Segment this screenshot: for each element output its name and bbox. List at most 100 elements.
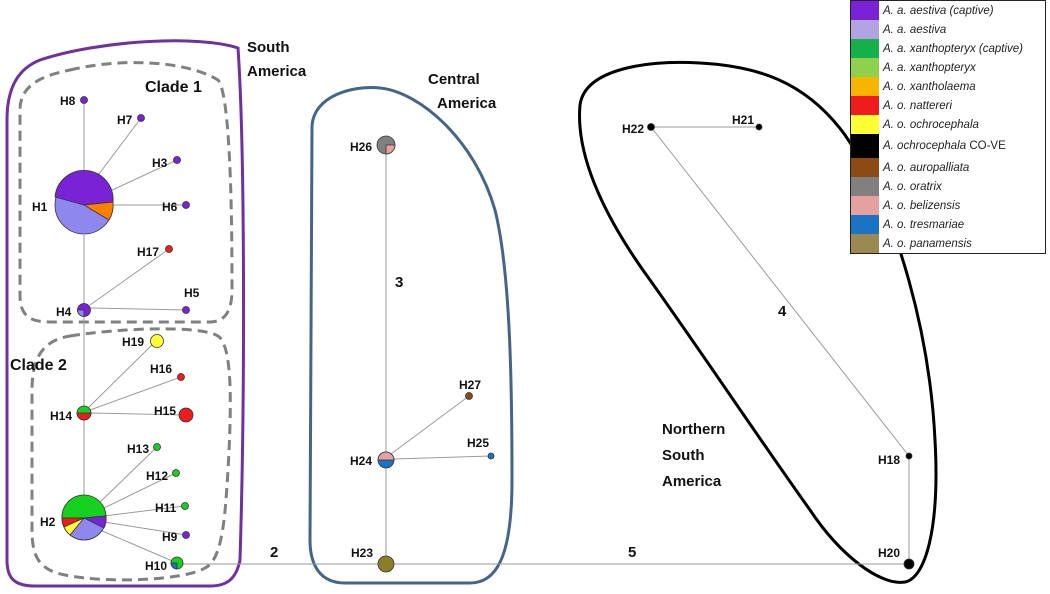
edge-h17-h4 xyxy=(89,248,170,306)
edge-h5-h4 xyxy=(89,307,187,311)
haplotype-nodes xyxy=(54,96,915,573)
node-h23 xyxy=(377,555,395,573)
node-h1-slice-xantholaema xyxy=(82,201,114,221)
label-h18: H18 xyxy=(878,453,900,467)
label-h5: H5 xyxy=(184,286,200,300)
label-h25: H25 xyxy=(467,436,489,450)
label-h24: H24 xyxy=(350,454,372,468)
node-h22 xyxy=(647,123,655,131)
legend-label-text: A. a. xanthopteryx xyxy=(883,61,976,74)
node-h2 xyxy=(61,494,107,541)
node-h7 xyxy=(137,114,145,122)
legend-swatch xyxy=(851,39,879,58)
south-america-label-line-1: South xyxy=(247,39,290,56)
edge-label-5: 5 xyxy=(628,544,636,561)
clade-2-outline xyxy=(30,327,232,582)
legend-label: A. a. xanthopteryx (captive) xyxy=(879,43,1023,55)
node-h10 xyxy=(170,556,184,570)
node-h26-slice xyxy=(385,144,396,155)
node-h5 xyxy=(182,306,190,314)
label-h11: H11 xyxy=(155,501,177,515)
node-h26 xyxy=(376,135,396,155)
edge-h25-h24 xyxy=(393,455,492,460)
label-h26: H26 xyxy=(350,140,372,154)
label-h16: H16 xyxy=(150,362,172,376)
edge-h10-h2 xyxy=(99,529,178,564)
edge-h16-h14 xyxy=(89,376,182,411)
edge-h11-h2 xyxy=(103,505,185,517)
central-america-label: Central America xyxy=(428,71,497,112)
label-h2: H2 xyxy=(40,515,56,529)
node-h24-slice xyxy=(377,451,395,461)
legend-item: A. o. tresmariae xyxy=(851,215,1045,234)
edge-h19-h14 xyxy=(87,341,156,409)
clade-1-label: Clade 1 xyxy=(145,79,202,96)
legend-label-text: A. o. auropalliata xyxy=(883,161,970,174)
node-h10-slice xyxy=(170,562,178,570)
south-america-label: South America xyxy=(247,39,307,80)
legend-label: A. o. nattereri xyxy=(879,100,952,112)
node-h11 xyxy=(181,502,189,510)
northern-south-america-label-line-3: America xyxy=(662,473,722,490)
legend-label: A. a. xanthopteryx xyxy=(879,62,976,74)
node-h27 xyxy=(465,392,473,400)
south-america-label-line-2: America xyxy=(247,63,307,80)
northern-south-america-region-outline xyxy=(578,60,938,584)
central-america-label-line-2: America xyxy=(437,95,497,112)
legend-swatch xyxy=(851,96,879,115)
node-h19 xyxy=(150,334,164,348)
legend-label-text: A. a. aestiva xyxy=(883,23,947,36)
legend-label: A. o. belizensis xyxy=(879,200,960,212)
edge-h15-h14 xyxy=(90,412,186,416)
legend-item: A. a. xanthopteryx xyxy=(851,58,1045,77)
label-h4: H4 xyxy=(56,305,72,319)
node-h1 xyxy=(54,169,114,235)
label-h9: H9 xyxy=(162,530,178,544)
label-h22: H22 xyxy=(622,122,644,136)
label-h19: H19 xyxy=(122,335,144,349)
legend-item: A. o. nattereri xyxy=(851,96,1045,115)
legend-label-text: A. ochrocephala xyxy=(883,140,967,152)
label-h27: H27 xyxy=(459,378,481,392)
legend-label: A. o. xantholaema xyxy=(879,81,976,93)
legend-label-text: A. o. belizensis xyxy=(883,199,961,212)
node-h16 xyxy=(177,373,185,381)
legend-swatch xyxy=(851,77,879,96)
edge-label-4: 4 xyxy=(778,303,787,320)
legend-swatch xyxy=(851,134,879,158)
edge-label-3: 3 xyxy=(395,274,403,291)
label-h17: H17 xyxy=(137,245,159,259)
legend-label-text: A. o. xantholaema xyxy=(883,80,976,93)
haplotype-labels: H8 H7 H3 H1 H6 H17 H5 H4 H19 H16 H14 H15… xyxy=(32,94,900,573)
legend-label-text: A. a. xanthopteryx (captive) xyxy=(883,42,1023,55)
network-edges xyxy=(83,100,910,565)
legend-label: A. o. panamensis xyxy=(879,238,972,250)
legend-item: A. o. ochrocephala xyxy=(851,115,1045,134)
node-h18 xyxy=(905,452,913,460)
edge-h13-h2 xyxy=(96,446,158,506)
legend-swatch xyxy=(851,115,879,134)
legend-item: A. a. aestiva xyxy=(851,20,1045,39)
central-america-region-outline xyxy=(308,86,514,585)
label-h12: H12 xyxy=(146,469,168,483)
node-h8 xyxy=(80,96,88,104)
node-h25 xyxy=(487,452,495,460)
legend-label: A. o. auropalliata xyxy=(879,162,969,174)
northern-south-america-label: Northern South America xyxy=(662,421,725,490)
northern-south-america-label-line-2: South xyxy=(662,447,705,464)
legend-swatch xyxy=(851,234,879,253)
legend-item: A. a. aestiva (captive) xyxy=(851,1,1045,20)
node-h20 xyxy=(903,558,915,570)
node-h4 xyxy=(77,303,91,317)
label-h3: H3 xyxy=(152,156,168,170)
edge-h22-h18 xyxy=(650,126,910,457)
edge-h12-h2 xyxy=(99,472,177,511)
label-h8: H8 xyxy=(60,94,76,108)
label-h1: H1 xyxy=(32,200,48,214)
node-h14 xyxy=(76,405,92,421)
node-h2-slice-ochrocephala xyxy=(63,517,85,536)
legend-label-text: A. o. panamensis xyxy=(883,237,972,250)
legend-swatch xyxy=(851,58,879,77)
node-h2-slice-aestiva-captive xyxy=(82,515,107,529)
